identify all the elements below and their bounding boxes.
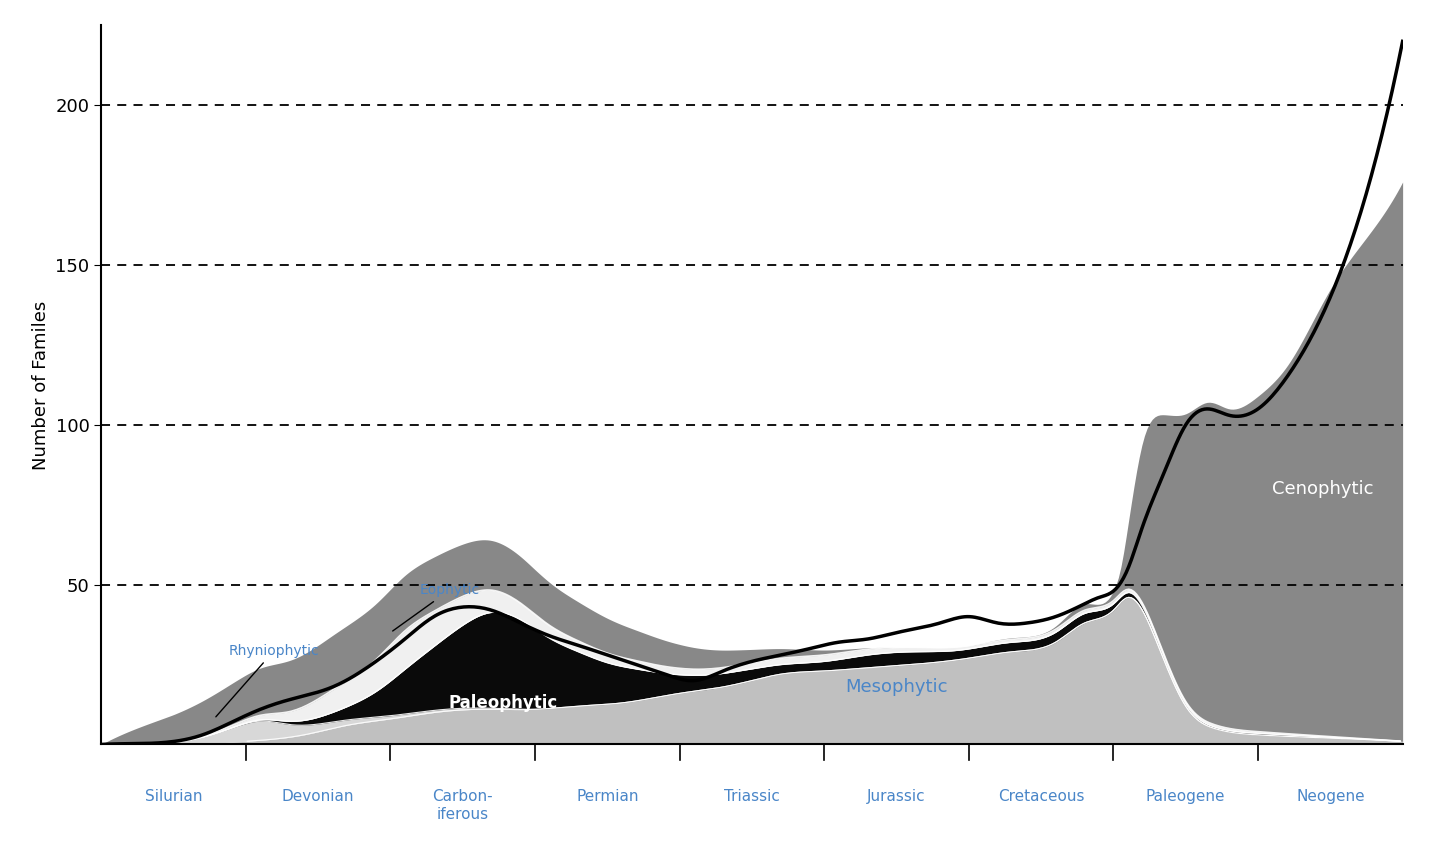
- Text: Rhyniophytic: Rhyniophytic: [215, 644, 320, 717]
- Text: Paleogene: Paleogene: [1147, 789, 1225, 805]
- Text: Triassic: Triassic: [724, 789, 779, 805]
- Text: Silurian: Silurian: [145, 789, 202, 805]
- Y-axis label: Number of Familes: Number of Familes: [32, 300, 49, 470]
- Text: Cenophytic: Cenophytic: [1272, 480, 1374, 497]
- Text: Paleophytic: Paleophytic: [448, 694, 558, 712]
- Text: Neogene: Neogene: [1296, 789, 1365, 805]
- Text: Eophytic: Eophytic: [393, 583, 480, 631]
- Text: Permian: Permian: [576, 789, 639, 805]
- Text: Devonian: Devonian: [282, 789, 354, 805]
- Text: Mesophytic: Mesophytic: [846, 678, 947, 696]
- Text: Cretaceous: Cretaceous: [998, 789, 1084, 805]
- Text: Jurassic: Jurassic: [868, 789, 925, 805]
- Text: Carbon-
iferous: Carbon- iferous: [432, 789, 493, 821]
